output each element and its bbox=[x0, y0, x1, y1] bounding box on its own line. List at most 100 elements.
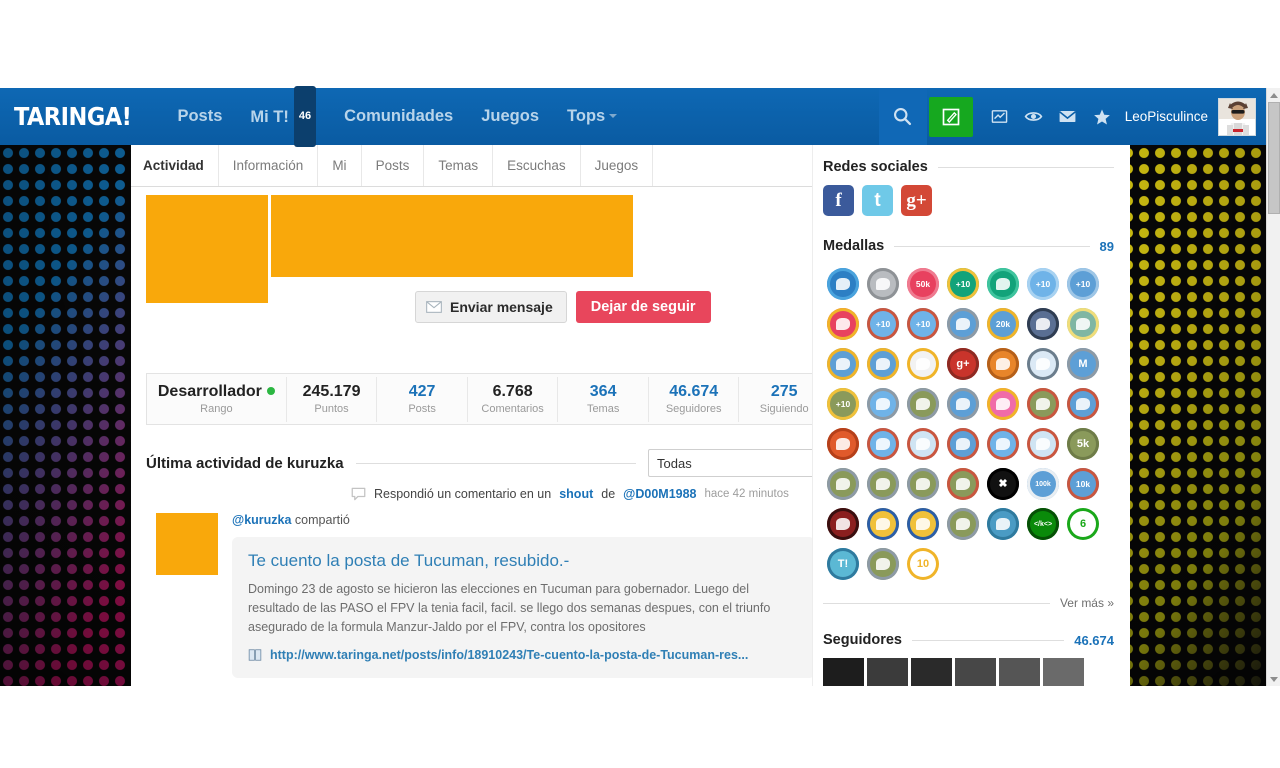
face-red-medal[interactable] bbox=[823, 424, 863, 464]
plus10-olive-medal[interactable]: +10 bbox=[823, 384, 863, 424]
send-message-button[interactable]: Enviar mensaje bbox=[415, 291, 567, 323]
trophy-olive2-medal[interactable] bbox=[823, 464, 863, 504]
profile-avatar-placeholder[interactable] bbox=[146, 195, 268, 303]
5k-points-medal[interactable]: 5k bbox=[1063, 424, 1103, 464]
trophy-olive4-medal[interactable] bbox=[903, 464, 943, 504]
star-olive-medal[interactable] bbox=[943, 464, 983, 504]
10k-visits-medal[interactable]: 10k bbox=[1063, 464, 1103, 504]
star-icon[interactable] bbox=[1085, 88, 1119, 145]
eye-red-medal[interactable] bbox=[823, 304, 863, 344]
code-green-medal[interactable]: </k<> bbox=[1023, 504, 1063, 544]
stat-seguidores[interactable]: 46.674 Seguidores bbox=[649, 376, 740, 422]
comment-blue-medal[interactable] bbox=[1023, 344, 1063, 384]
shared-post-title[interactable]: Te cuento la posta de Tucuman, resubido.… bbox=[248, 551, 570, 570]
stat-temas[interactable]: 364 Temas bbox=[558, 376, 649, 422]
trophy-blue2-medal[interactable] bbox=[863, 424, 903, 464]
plus10-red-medal[interactable]: +10 bbox=[863, 304, 903, 344]
follower-avatar[interactable] bbox=[867, 658, 908, 686]
eye-blue-medal[interactable] bbox=[943, 304, 983, 344]
stats-icon[interactable] bbox=[983, 88, 1017, 145]
comment-white-medal[interactable] bbox=[903, 344, 943, 384]
stat-posts[interactable]: 427 Posts bbox=[377, 376, 468, 422]
activity-user-link[interactable]: @D00M1988 bbox=[623, 487, 697, 501]
plus10-blue2-medal[interactable]: +10 bbox=[1063, 264, 1103, 304]
trophy-olive5-medal[interactable] bbox=[943, 504, 983, 544]
tab-actividad[interactable]: Actividad bbox=[131, 145, 219, 186]
follower-avatar[interactable] bbox=[955, 658, 996, 686]
tab-informacion[interactable]: Información bbox=[219, 145, 319, 186]
document-medal[interactable] bbox=[823, 344, 863, 384]
plus10-blue-medal[interactable]: +10 bbox=[1023, 264, 1063, 304]
scroll-up-button[interactable] bbox=[1267, 88, 1280, 102]
trophy-silver-medal[interactable] bbox=[863, 264, 903, 304]
shared-username[interactable]: @kuruzka bbox=[232, 513, 292, 527]
follower-avatar[interactable] bbox=[999, 658, 1040, 686]
eye-green-medal[interactable] bbox=[983, 264, 1023, 304]
trophy-olive6-medal[interactable] bbox=[863, 544, 903, 584]
stat-siguiendo[interactable]: 275 Siguiendo bbox=[739, 377, 829, 422]
activity-filter-select[interactable]: Todas bbox=[648, 449, 830, 477]
unfollow-button[interactable]: Dejar de seguir bbox=[575, 291, 711, 323]
taringa-medal[interactable]: T! bbox=[823, 544, 863, 584]
scroll-down-button[interactable] bbox=[1267, 672, 1280, 686]
star-blue2-medal[interactable] bbox=[1063, 384, 1103, 424]
star-blue3-medal[interactable] bbox=[943, 424, 983, 464]
6-years-medal[interactable]: 6 bbox=[1063, 504, 1103, 544]
shared-post-card[interactable]: Te cuento la posta de Tucuman, resubido.… bbox=[232, 537, 815, 678]
create-post-button[interactable] bbox=[928, 96, 973, 137]
follower-avatar[interactable] bbox=[911, 658, 952, 686]
pink-medal[interactable] bbox=[983, 384, 1023, 424]
friends-medal[interactable] bbox=[863, 344, 903, 384]
emoji-yellow2-medal[interactable] bbox=[903, 504, 943, 544]
guitar-medal[interactable] bbox=[823, 504, 863, 544]
taringa-logo[interactable]: TARINGA! bbox=[14, 102, 132, 131]
m-letter-medal[interactable]: M bbox=[1063, 344, 1103, 384]
ver-mas-link[interactable]: Ver más » bbox=[1059, 596, 1114, 610]
facebook-icon[interactable]: f bbox=[823, 185, 854, 216]
comment-teal-medal[interactable] bbox=[983, 504, 1023, 544]
follower-avatar[interactable] bbox=[1043, 658, 1084, 686]
x-black-medal[interactable]: ✖ bbox=[983, 464, 1023, 504]
nav-item-tops[interactable]: Tops bbox=[553, 88, 631, 145]
activity-shout-link[interactable]: shout bbox=[559, 487, 594, 501]
comment-blue2-medal[interactable] bbox=[1023, 424, 1063, 464]
trophy-olive3-medal[interactable] bbox=[863, 464, 903, 504]
trophy-blue3-medal[interactable] bbox=[983, 424, 1023, 464]
star-blue-medal[interactable] bbox=[943, 384, 983, 424]
twitter-icon[interactable]: t bbox=[862, 185, 893, 216]
bird-medal[interactable] bbox=[1063, 304, 1103, 344]
nav-item-comunidades[interactable]: Comunidades bbox=[330, 88, 467, 145]
shared-post-url[interactable]: http://www.taringa.net/posts/info/189102… bbox=[270, 648, 749, 662]
10-years-medal[interactable]: 10 bbox=[903, 544, 943, 584]
tab-posts[interactable]: Posts bbox=[362, 145, 425, 186]
trophy-olive-medal[interactable] bbox=[903, 384, 943, 424]
plus10-green-medal[interactable]: +10 bbox=[943, 264, 983, 304]
search-button[interactable] bbox=[878, 88, 927, 145]
eye-icon[interactable] bbox=[1017, 88, 1051, 145]
tab-juegos[interactable]: Juegos bbox=[581, 145, 654, 186]
thumbsup-medal[interactable] bbox=[1023, 304, 1063, 344]
car-medal[interactable] bbox=[823, 264, 863, 304]
50k-points-medal[interactable]: 50k bbox=[903, 264, 943, 304]
eye-olive-medal[interactable] bbox=[1023, 384, 1063, 424]
emoji-yellow-medal[interactable] bbox=[863, 504, 903, 544]
nav-item-mit[interactable]: Mi T! 46 bbox=[236, 86, 330, 147]
face-orange-medal[interactable] bbox=[983, 344, 1023, 384]
nav-item-posts[interactable]: Posts bbox=[163, 88, 236, 145]
tab-escuchas[interactable]: Escuchas bbox=[493, 145, 581, 186]
tab-mi[interactable]: Mi bbox=[318, 145, 362, 186]
google-plus-medal[interactable]: g+ bbox=[943, 344, 983, 384]
mail-icon[interactable] bbox=[1051, 88, 1085, 145]
comment-lightblue-medal[interactable] bbox=[903, 424, 943, 464]
follower-avatar[interactable] bbox=[823, 658, 864, 686]
20k-points-medal[interactable]: 20k bbox=[983, 304, 1023, 344]
tab-temas[interactable]: Temas bbox=[424, 145, 494, 186]
google-plus-icon[interactable]: g+ bbox=[901, 185, 932, 216]
plus10-red2-medal[interactable]: +10 bbox=[903, 304, 943, 344]
100k-visits-medal[interactable]: 100k bbox=[1023, 464, 1063, 504]
nav-item-juegos[interactable]: Juegos bbox=[467, 88, 553, 145]
avatar[interactable] bbox=[1218, 97, 1256, 136]
scrollbar-thumb[interactable] bbox=[1268, 102, 1280, 214]
header-username[interactable]: LeoPisculince bbox=[1124, 109, 1208, 124]
vertical-scrollbar[interactable] bbox=[1266, 88, 1280, 686]
